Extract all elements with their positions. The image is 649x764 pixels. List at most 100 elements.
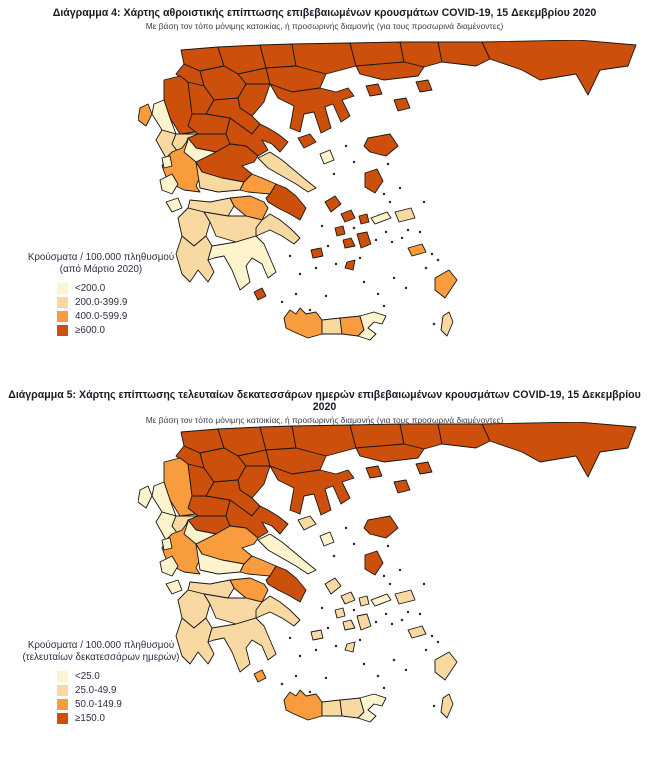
region-chalkidiki	[269, 83, 355, 134]
region-zakynthos	[165, 197, 183, 213]
region-lasithi	[357, 693, 387, 723]
legend-row: <25.0	[57, 671, 190, 683]
region-corinthia	[229, 195, 269, 221]
region-syros	[334, 607, 346, 619]
islet-dot	[358, 638, 362, 642]
legend-swatch-class1	[57, 671, 68, 683]
legend-title-line1: Κρούσματα / 100.000 πληθυσμού	[27, 252, 175, 263]
region-sporades	[297, 133, 317, 149]
legend-row: ≥600.0	[57, 325, 190, 337]
legend-swatch-class2	[57, 685, 68, 697]
islet-dot	[400, 236, 404, 240]
legend-swatch-class2	[57, 297, 68, 309]
region-chania	[283, 307, 323, 339]
figure-4-legend: Κρούσματα / 100.000 πληθυσμού (από Μάρτι…	[12, 252, 190, 339]
legend-label: 25.0-49.9	[75, 685, 117, 697]
legend-title-line2: (τελευταίων δεκατεσσάρων ημερών)	[22, 652, 180, 664]
region-mykonos	[358, 595, 370, 607]
region-rhodopi	[437, 41, 491, 67]
islet-dot	[382, 574, 386, 578]
islet-dot	[400, 618, 404, 622]
region-kefalonia	[159, 555, 179, 577]
islet-dot	[288, 636, 292, 640]
region-corinthia	[229, 577, 269, 603]
islet-dot	[382, 686, 386, 690]
islet-dot	[280, 682, 284, 686]
legend-swatch-class3	[57, 311, 68, 323]
islet-dot	[334, 262, 338, 266]
region-rethymno	[321, 317, 343, 335]
islet-dot	[374, 238, 378, 242]
region-santorini	[344, 259, 356, 271]
islet-dot	[418, 230, 422, 234]
region-ikaria	[370, 593, 392, 607]
islet-dot	[298, 654, 302, 658]
region-samos	[394, 207, 416, 223]
region-kefalonia	[159, 173, 179, 195]
legend-label: ≥600.0	[75, 325, 105, 337]
legend-label: <200.0	[75, 283, 106, 295]
figure-4-section: Διάγραμμα 4: Χάρτης αθροιστικής επίπτωση…	[12, 7, 637, 341]
legend-row: 25.0-49.9	[57, 685, 190, 697]
region-chios	[364, 168, 384, 194]
islet-dot	[344, 526, 348, 530]
region-skyros	[319, 149, 335, 165]
region-chios	[364, 550, 384, 576]
islet-dot	[362, 662, 366, 666]
figure-5-subtitle: Με βάση τον τόπο μόνιμης κατοικίας, ή πρ…	[145, 415, 504, 425]
islet-dot	[344, 144, 348, 148]
region-serres	[291, 42, 357, 75]
islet-dot	[294, 292, 298, 296]
region-messenia	[175, 235, 215, 283]
islet-dot	[320, 224, 324, 228]
region-mykonos	[358, 213, 370, 225]
islet-dot	[352, 160, 356, 164]
region-zakynthos	[165, 579, 183, 595]
islet-dot	[388, 582, 392, 586]
region-kos	[407, 625, 427, 639]
region-corfu	[138, 485, 153, 509]
region-thasos	[365, 83, 383, 97]
islet-dot	[422, 582, 426, 586]
islet-dot	[374, 620, 378, 624]
region-lemnos	[393, 97, 411, 112]
figure-5-legend: Κρούσματα / 100.000 πληθυσμού (τελευταίω…	[12, 640, 190, 727]
islet-dot	[384, 612, 388, 616]
region-paros	[342, 237, 356, 249]
legend-row: <200.0	[57, 283, 190, 295]
region-kythira	[253, 287, 267, 301]
region-attica	[265, 565, 307, 603]
region-chalkidiki	[269, 465, 355, 516]
islet-dot	[406, 610, 410, 614]
islet-dot	[404, 286, 408, 290]
region-evros	[481, 40, 637, 96]
legend-label: ≥150.0	[75, 713, 105, 725]
islet-dot	[324, 294, 328, 298]
region-kilkis	[259, 43, 297, 69]
region-serres	[291, 424, 357, 457]
region-lesbos	[363, 515, 399, 539]
region-evros	[481, 422, 637, 478]
islet-dot	[390, 240, 394, 244]
legend-label: 400.0-599.9	[75, 311, 128, 323]
region-lefkada	[161, 537, 173, 551]
greece-choropleth-map-cumulative	[138, 40, 637, 341]
region-rethymno	[321, 699, 343, 717]
legend-label: 200.0-399.9	[75, 297, 128, 309]
islet-dot	[376, 292, 380, 296]
islet-dot	[388, 200, 392, 204]
region-laconia	[207, 617, 277, 673]
figure-4-subtitle: Με βάση τον τόπο μόνιμης κατοικίας, ή πρ…	[145, 21, 504, 31]
region-naxos	[356, 231, 372, 249]
islet-dot	[308, 690, 312, 694]
region-sporades	[297, 515, 317, 531]
figure-4-title: Διάγραμμα 4: Χάρτης αθροιστικής επίπτωση…	[52, 7, 597, 19]
region-paros	[342, 619, 356, 631]
islet-dot	[404, 668, 408, 672]
islet-dot	[390, 622, 394, 626]
legend-row: ≥150.0	[57, 713, 190, 725]
islet-dot	[384, 230, 388, 234]
region-lemnos	[393, 479, 411, 494]
region-skyros	[319, 531, 335, 547]
region-kythira	[253, 669, 267, 683]
